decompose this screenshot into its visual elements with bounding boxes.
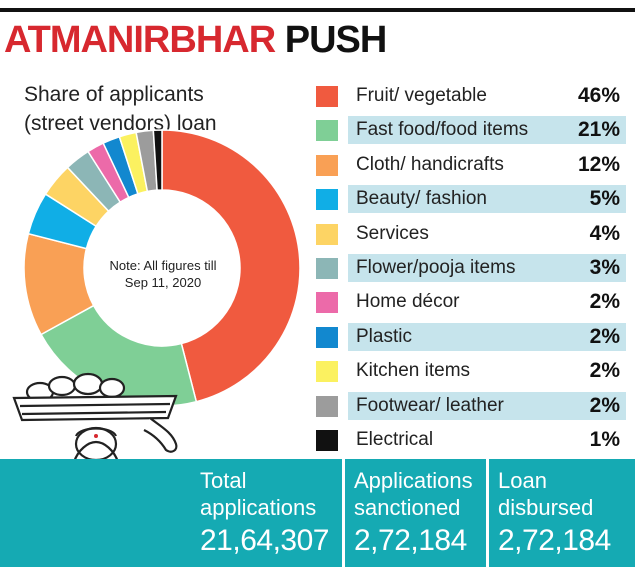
stat-value: 2,72,184 <box>498 524 611 557</box>
legend-label: Flower/pooja items <box>356 256 516 278</box>
legend-swatch <box>316 257 338 279</box>
legend-label: Home décor <box>356 291 460 313</box>
stat-label: Loan disbursed <box>498 468 594 520</box>
stat-value: 2,72,184 <box>354 524 467 557</box>
donut-slice-10 <box>152 129 163 191</box>
legend-item: Flower/pooja items 3% <box>312 251 626 285</box>
legend-swatch <box>316 189 338 211</box>
street-vendor-illustration <box>12 372 178 462</box>
chart-title-line1: Share of applicants <box>24 83 204 106</box>
stat-divider <box>486 459 489 567</box>
legend-swatch <box>316 154 338 176</box>
donut-note: Note: All figures till Sep 11, 2020 <box>109 258 217 290</box>
headline-part-red: ATMANIRBHAR <box>4 19 276 61</box>
legend-value: 2% <box>589 359 620 383</box>
legend-row-band <box>348 253 626 282</box>
stat-divider <box>342 459 345 567</box>
legend-value: 1% <box>589 427 620 451</box>
legend-item: Kitchen items 2% <box>312 354 626 388</box>
legend-item: Cloth/ handicrafts 12% <box>312 148 626 182</box>
legend-row-band <box>348 391 626 420</box>
legend-swatch <box>316 429 338 451</box>
legend-swatch <box>316 326 338 348</box>
legend-label: Kitchen items <box>356 360 471 382</box>
legend-value: 21% <box>577 118 620 142</box>
legend-item: Services 4% <box>312 217 626 251</box>
legend-swatch <box>316 361 338 383</box>
legend-row-band <box>348 322 626 351</box>
legend-swatch <box>316 395 338 417</box>
legend-label: Fast food/food items <box>356 119 529 141</box>
legend-value: 12% <box>577 152 620 176</box>
donut-chart <box>23 129 301 407</box>
stat-loan-disbursed: Loan disbursed 2,72,184 <box>486 459 635 567</box>
legend-row-band <box>348 116 626 145</box>
legend-item: Footwear/ leather 2% <box>312 389 626 423</box>
legend-label: Fruit/ vegetable <box>356 85 487 106</box>
chart-title: Share of applicants (street vendors) loa… <box>24 80 217 138</box>
legend-label: Beauty/ fashion <box>356 188 487 210</box>
legend-item: Beauty/ fashion 5% <box>312 182 626 216</box>
legend-label: Cloth/ handicrafts <box>356 153 504 175</box>
chart-legend: Fruit/ vegetable 46% Fast food/food items 2… <box>312 79 626 457</box>
donut-slice-0 <box>161 129 301 403</box>
stat-total-applications: Total applications 21,64,307 <box>190 459 340 567</box>
legend-value: 2% <box>589 393 620 417</box>
legend-value: 2% <box>589 290 620 314</box>
legend-value: 4% <box>589 221 620 245</box>
legend-value: 5% <box>589 187 620 211</box>
stats-bar <box>0 459 635 567</box>
legend-value: 3% <box>589 255 620 279</box>
legend-swatch <box>316 292 338 314</box>
legend-value: 2% <box>589 324 620 348</box>
headline: ATMANIRBHAR PUSH <box>4 18 388 62</box>
headline-part-black: PUSH <box>284 19 388 61</box>
legend-swatch <box>316 223 338 245</box>
stat-label: Applications sanctioned <box>354 468 473 520</box>
stat-label: Total applications <box>200 468 317 520</box>
legend-swatch <box>316 120 338 142</box>
chart-title-line2: (street vendors) loan <box>24 112 217 135</box>
legend-item: Home décor 2% <box>312 285 626 319</box>
legend-label: Footwear/ leather <box>356 394 504 416</box>
legend-label: Plastic <box>356 325 412 347</box>
stat-value: 21,64,307 <box>200 524 329 557</box>
legend-swatch <box>316 86 338 107</box>
legend-row-band <box>348 185 626 214</box>
legend-value: 46% <box>577 84 620 107</box>
legend-label: Electrical <box>356 428 434 450</box>
legend-label: Services <box>356 222 429 244</box>
legend-item: Plastic 2% <box>312 320 626 354</box>
legend-item: Fast food/food items 21% <box>312 113 626 147</box>
legend-item: Electrical 1% <box>312 423 626 457</box>
top-rule <box>0 8 635 12</box>
legend-item: Fruit/ vegetable 46% <box>312 79 626 113</box>
stat-applications-sanctioned: Applications sanctioned 2,72,184 <box>342 459 484 567</box>
